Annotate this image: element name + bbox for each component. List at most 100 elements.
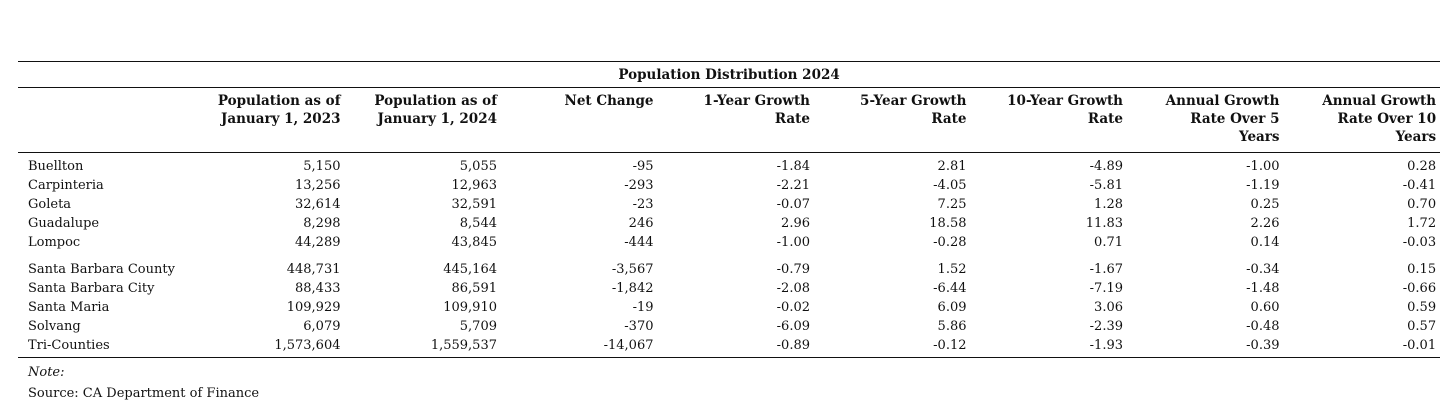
table-cell: 7.25 bbox=[937, 197, 967, 212]
table-cell: -0.89 bbox=[776, 338, 810, 353]
table-cell: -1.48 bbox=[1246, 281, 1280, 296]
table-cell: -0.66 bbox=[1402, 281, 1437, 296]
table-cell: 5,150 bbox=[303, 159, 341, 174]
table-cell: -293 bbox=[624, 178, 654, 193]
table-cell: 5,709 bbox=[459, 319, 497, 334]
table-cell: -0.02 bbox=[776, 300, 810, 315]
table-row: Buellton 5,150 5,055 -95 -1.84 2.81 -4.89 -1.00… bbox=[18, 153, 1440, 177]
table-cell: 6.09 bbox=[937, 300, 967, 315]
table-cell: 0.15 bbox=[1407, 262, 1437, 277]
table-cell: 448,731 bbox=[286, 262, 341, 277]
table-cell: -1.67 bbox=[1089, 262, 1123, 277]
table-cell: 2.81 bbox=[937, 159, 967, 174]
table-row: Solvang 6,079 5,709 -370 -6.09 5.86 -2.39 -0.48… bbox=[18, 317, 1440, 336]
table-cell: -1.00 bbox=[1246, 159, 1280, 174]
column-header: Population as of January 1, 2024 bbox=[345, 88, 502, 153]
table-cell: -5.81 bbox=[1089, 178, 1123, 193]
table-cell: -95 bbox=[632, 159, 654, 174]
table-row: Carpinteria 13,256 12,963 -293 -2.21 -4.05 -5.… bbox=[18, 176, 1440, 195]
table-body: Buellton 5,150 5,055 -95 -1.84 2.81 -4.89 -1.00… bbox=[18, 152, 1441, 358]
column-header: 5-Year Growth Rate bbox=[814, 88, 971, 153]
column-header-line: Years bbox=[1238, 129, 1280, 145]
table-cell: 1,559,537 bbox=[430, 338, 497, 353]
table-cell: 1.52 bbox=[937, 262, 967, 277]
table-cell: -0.01 bbox=[1402, 338, 1437, 353]
table-cell: 3.06 bbox=[1094, 300, 1123, 315]
table-cell: 246 bbox=[628, 216, 654, 231]
table-header: Population Distribution 2024 Population … bbox=[18, 61, 1441, 153]
table-cell: 0.14 bbox=[1250, 235, 1280, 250]
column-header-line: 10-Year Growth bbox=[1007, 93, 1123, 109]
table-cell: -0.34 bbox=[1246, 262, 1280, 277]
table-cell: 18.58 bbox=[929, 216, 967, 231]
table-row: Tri-Counties 1,573,604 1,559,537 -14,067 -0.… bbox=[18, 336, 1441, 358]
column-header-line: Annual Growth bbox=[1165, 93, 1280, 109]
table-cell: -1.19 bbox=[1246, 178, 1280, 193]
table-cell: 2.96 bbox=[781, 216, 810, 231]
row-label: Lompoc bbox=[28, 235, 81, 250]
column-header-line: 5-Year Growth bbox=[860, 93, 967, 109]
table-cell: -0.48 bbox=[1246, 319, 1280, 334]
table-cell: 1.28 bbox=[1094, 197, 1123, 212]
table-cell: 2.26 bbox=[1250, 216, 1280, 231]
table-notes: Note: Source: CA Department of Finance bbox=[18, 362, 1440, 404]
row-label-header bbox=[18, 88, 188, 153]
table-cell: -0.79 bbox=[776, 262, 810, 277]
table-cell: 0.28 bbox=[1407, 159, 1437, 174]
table-cell: -6.44 bbox=[933, 281, 967, 296]
column-header-line: Population as of bbox=[217, 93, 341, 109]
table-cell: 1.72 bbox=[1407, 216, 1437, 231]
table-cell: 13,256 bbox=[295, 178, 341, 193]
table-cell: 0.59 bbox=[1407, 300, 1437, 315]
table-cell: 5,055 bbox=[459, 159, 497, 174]
table-cell: -23 bbox=[632, 197, 654, 212]
table-cell: -1.93 bbox=[1089, 338, 1123, 353]
row-label: Santa Maria bbox=[28, 300, 110, 315]
table-cell: 0.70 bbox=[1407, 197, 1437, 212]
column-header-line: January 1, 2024 bbox=[377, 111, 497, 127]
row-label: Tri-Counties bbox=[28, 338, 110, 353]
column-header-line: January 1, 2023 bbox=[220, 111, 341, 127]
column-header-line: Net Change bbox=[564, 93, 654, 109]
table-cell: -3,567 bbox=[611, 262, 654, 277]
table-cell: -0.39 bbox=[1246, 338, 1280, 353]
column-header-line: Years bbox=[1395, 129, 1437, 145]
table-cell: -4.89 bbox=[1089, 159, 1123, 174]
table-cell: -0.03 bbox=[1402, 235, 1437, 250]
table-cell: -2.21 bbox=[776, 178, 810, 193]
table-cell: -19 bbox=[632, 300, 654, 315]
table-cell: -6.09 bbox=[776, 319, 810, 334]
row-label: Guadalupe bbox=[28, 216, 100, 231]
row-label: Solvang bbox=[28, 319, 81, 334]
table-cell: 43,845 bbox=[451, 235, 498, 250]
table-cell: -7.19 bbox=[1089, 281, 1123, 296]
source-note: Source: CA Department of Finance bbox=[28, 386, 260, 401]
column-header-line: Annual Growth bbox=[1322, 93, 1437, 109]
table-cell: 8,544 bbox=[459, 216, 497, 231]
table-cell: 0.25 bbox=[1250, 197, 1280, 212]
table-title: Population Distribution 2024 bbox=[618, 67, 840, 83]
table-cell: -14,067 bbox=[603, 338, 654, 353]
column-header-line: Rate bbox=[931, 111, 967, 127]
table-cell: 11.83 bbox=[1085, 216, 1123, 231]
table-cell: -4.05 bbox=[933, 178, 967, 193]
column-header: Annual Growth Rate Over 5 Years bbox=[1127, 88, 1284, 153]
table-cell: 445,164 bbox=[443, 262, 497, 277]
column-header: 1-Year Growth Rate bbox=[658, 88, 815, 153]
column-header-line: Rate bbox=[1087, 111, 1123, 127]
population-table: Population Distribution 2024 Population … bbox=[18, 61, 1441, 358]
column-header: Net Change bbox=[501, 88, 658, 153]
table-cell: -0.41 bbox=[1402, 178, 1437, 193]
table-cell: 44,289 bbox=[295, 235, 341, 250]
table-cell: -444 bbox=[624, 235, 654, 250]
table-cell: -370 bbox=[624, 319, 654, 334]
row-label: Santa Barbara City bbox=[28, 281, 155, 296]
column-header-line: Rate Over 5 bbox=[1190, 111, 1280, 127]
column-header-row: Population as of January 1, 2023 Populatio… bbox=[18, 87, 1441, 153]
table-row: Lompoc 44,289 43,845 -444 -1.00 -0.28 0.71 0.14… bbox=[18, 233, 1440, 252]
table-cell: 32,591 bbox=[451, 197, 498, 212]
column-header: Population as of January 1, 2023 bbox=[188, 88, 345, 153]
table-cell: 12,963 bbox=[451, 178, 498, 193]
table-cell: 1,573,604 bbox=[274, 338, 341, 353]
column-header-line: Rate Over 10 bbox=[1337, 111, 1437, 127]
